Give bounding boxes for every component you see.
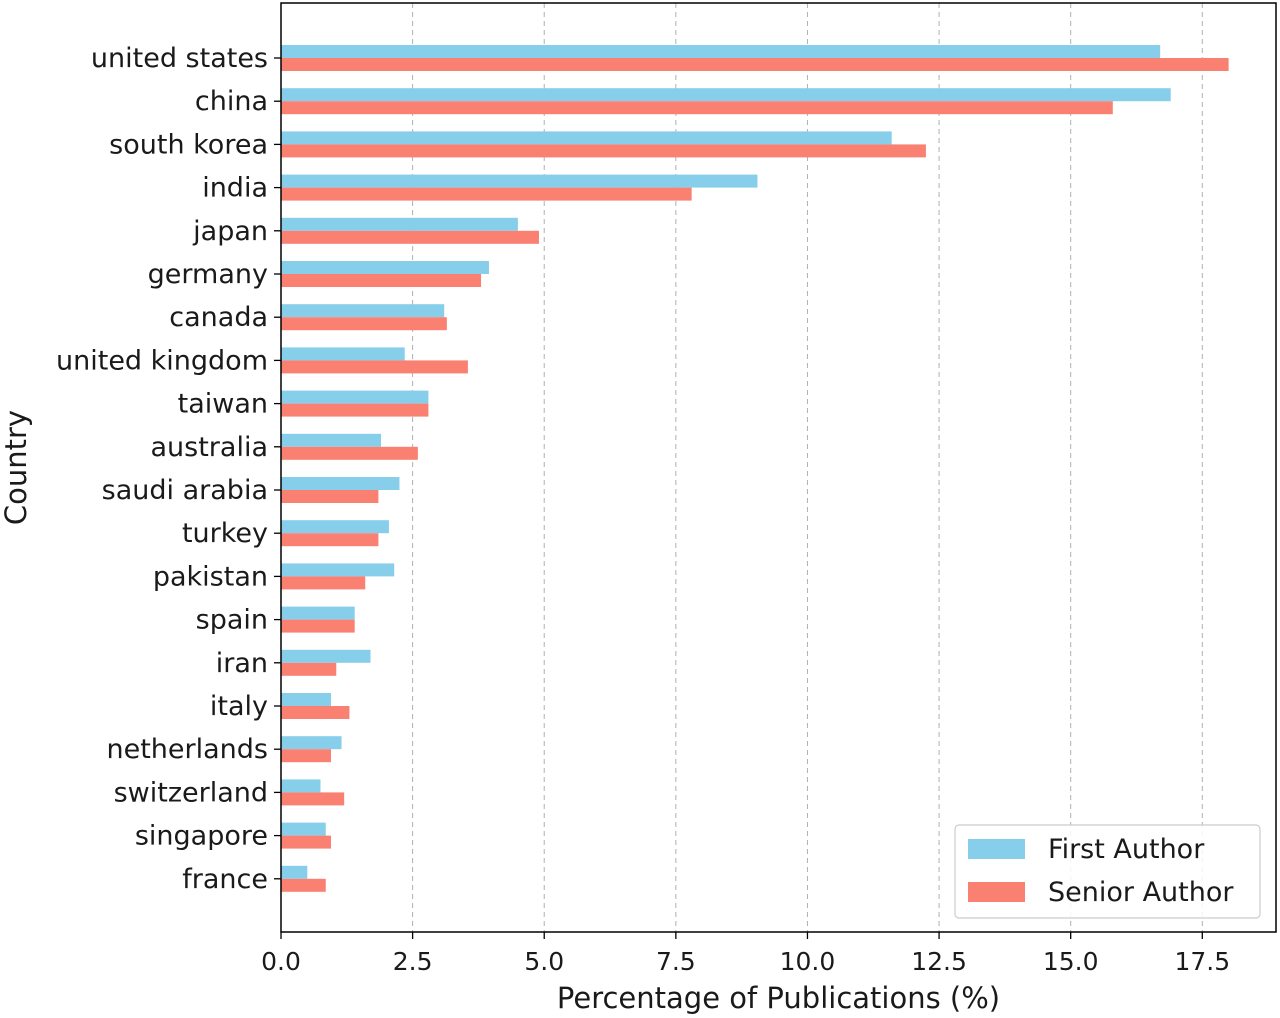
- bar-senior-author: [281, 619, 355, 633]
- legend-label-senior-author: Senior Author: [1048, 877, 1234, 908]
- y-tick-label: switzerland: [114, 777, 268, 808]
- y-tick-label: south korea: [109, 129, 268, 160]
- x-tick-label: 0.0: [261, 947, 301, 976]
- bar-first-author: [281, 520, 389, 534]
- bar-senior-author: [281, 187, 692, 201]
- y-axis-title: Country: [0, 410, 33, 525]
- bar-senior-author: [281, 101, 1113, 115]
- bar-senior-author: [281, 230, 539, 244]
- x-tick-label: 15.0: [1043, 947, 1099, 976]
- y-tick-label: netherlands: [107, 734, 269, 765]
- bar-first-author: [281, 88, 1171, 102]
- bar-first-author: [281, 174, 758, 188]
- axis-labels: 0.0 2.5 5.0 7.5 10.0 12.5 15.0 17.5 united state…: [56, 43, 1230, 976]
- y-tick-label: canada: [169, 302, 268, 333]
- x-tick-label: 17.5: [1174, 947, 1230, 976]
- y-tick-label: india: [202, 173, 268, 204]
- gridlines: [412, 3, 1203, 932]
- bar-senior-author: [281, 749, 332, 763]
- bar-senior-author: [281, 835, 332, 849]
- legend-swatch-senior-author: [968, 882, 1025, 902]
- y-tick-label: pakistan: [153, 561, 268, 592]
- bar-senior-author: [281, 144, 926, 158]
- bar-senior-author: [281, 662, 337, 676]
- y-tick-label: spain: [196, 605, 268, 636]
- legend: First Author Senior Author: [954, 824, 1261, 919]
- y-tick-label: japan: [192, 216, 268, 247]
- y-tick-label: china: [195, 86, 268, 117]
- y-tick-label: singapore: [135, 821, 268, 852]
- x-axis-title: Percentage of Publications (%): [557, 981, 1000, 1015]
- x-tick-label: 5.0: [524, 947, 564, 976]
- y-tick-label: germany: [148, 259, 268, 290]
- y-tick-label: taiwan: [178, 389, 268, 420]
- bar-first-author: [281, 261, 489, 274]
- bar-first-author: [281, 217, 518, 231]
- y-tick-label: turkey: [182, 518, 268, 549]
- legend-label-first-author: First Author: [1048, 834, 1205, 865]
- bar-senior-author: [281, 274, 482, 287]
- bar-senior-author: [281, 446, 418, 460]
- bar-first-author: [281, 779, 321, 793]
- bar-first-author: [281, 390, 429, 404]
- y-tick-label: italy: [210, 691, 268, 722]
- y-tick-label: france: [182, 864, 268, 895]
- bar-first-author: [281, 433, 382, 447]
- y-tick-label: australia: [150, 432, 268, 463]
- bar-first-author: [281, 736, 342, 750]
- bar-senior-author: [281, 360, 468, 374]
- bar-first-author: [281, 347, 405, 361]
- bar-first-author: [281, 865, 308, 879]
- x-tick-label: 12.5: [911, 947, 967, 976]
- bar-senior-author: [281, 576, 366, 590]
- x-tick-label: 2.5: [393, 947, 433, 976]
- bar-senior-author: [281, 533, 379, 547]
- y-tick-label: iran: [216, 648, 268, 679]
- y-tick-label: united states: [91, 43, 268, 74]
- bar-first-author: [281, 131, 892, 145]
- bar-first-author: [281, 304, 445, 318]
- plot-frame: [280, 2, 1277, 933]
- bar-first-author: [281, 477, 400, 490]
- bar-first-author: [281, 563, 395, 577]
- bar-senior-author: [281, 317, 447, 331]
- bar-senior-author: [281, 58, 1229, 71]
- axis-ticks: [274, 57, 1203, 939]
- bar-first-author: [281, 606, 355, 620]
- y-tick-label: united kingdom: [56, 345, 268, 376]
- bar-senior-author: [281, 403, 429, 417]
- bar-senior-author: [281, 706, 350, 719]
- bar-first-author: [281, 822, 326, 836]
- bar-first-author: [281, 45, 1161, 58]
- bar-senior-author: [281, 490, 379, 503]
- bar-senior-author: [281, 878, 326, 892]
- legend-box: [954, 824, 1261, 919]
- legend-swatch-first-author: [968, 839, 1025, 859]
- bar-senior-author: [281, 792, 345, 806]
- x-tick-label: 10.0: [780, 947, 836, 976]
- x-tick-label: 7.5: [656, 947, 696, 976]
- bar-first-author: [281, 693, 332, 706]
- y-tick-label: saudi arabia: [102, 475, 268, 506]
- bar-first-author: [281, 649, 371, 663]
- bars: [281, 45, 1229, 892]
